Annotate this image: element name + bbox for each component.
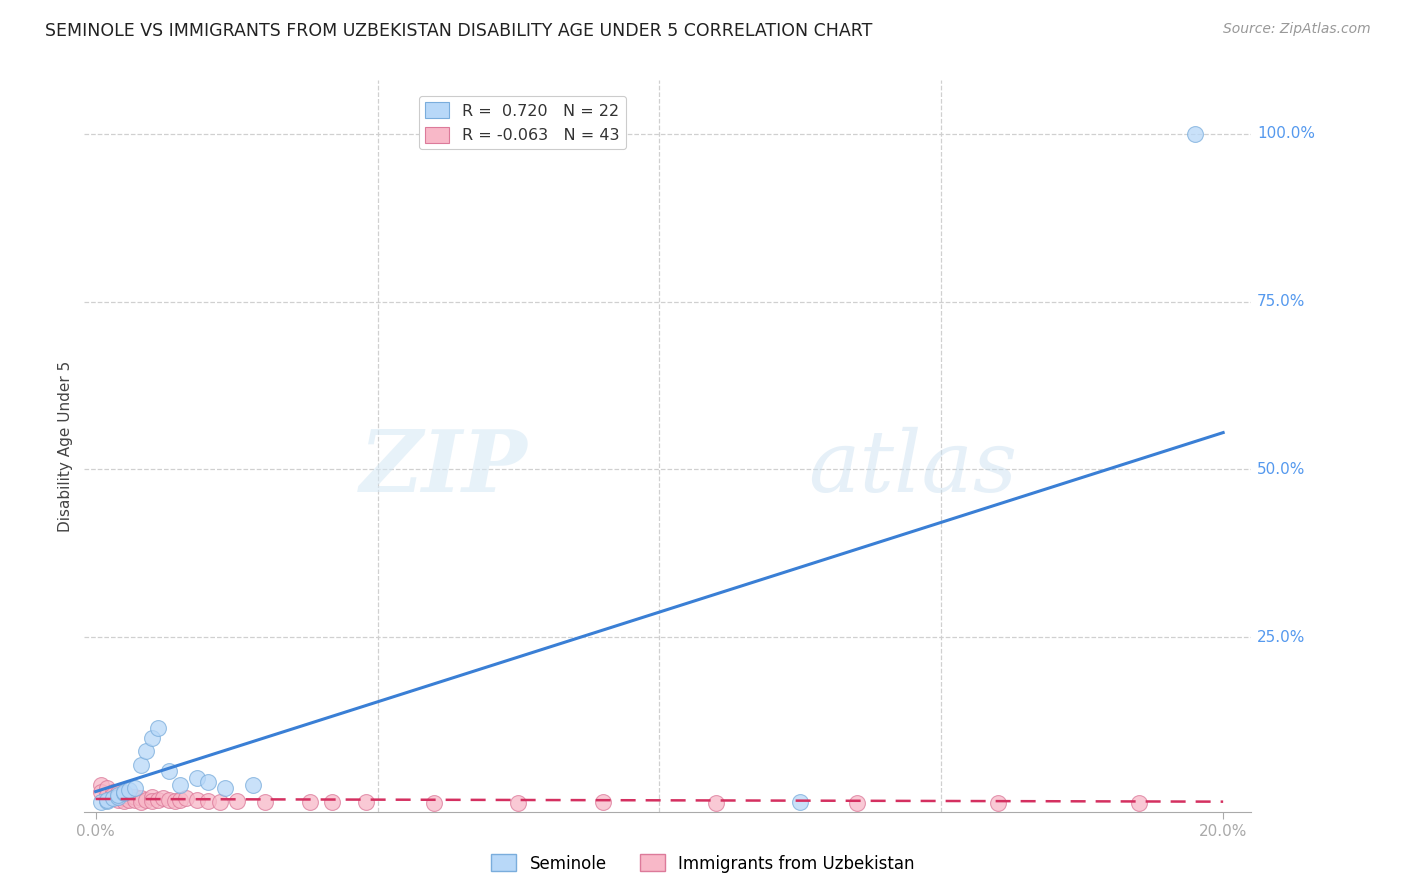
Legend: Seminole, Immigrants from Uzbekistan: Seminole, Immigrants from Uzbekistan xyxy=(485,847,921,880)
Point xyxy=(354,795,377,809)
Point xyxy=(157,793,180,807)
Text: 75.0%: 75.0% xyxy=(1257,294,1306,310)
Point xyxy=(298,795,321,809)
Point xyxy=(96,781,118,796)
Point xyxy=(101,784,124,798)
Point xyxy=(157,764,180,779)
Point xyxy=(169,778,191,792)
Point xyxy=(423,796,446,810)
Point xyxy=(101,788,124,802)
Point xyxy=(197,774,219,789)
Point xyxy=(186,771,208,785)
Y-axis label: Disability Age Under 5: Disability Age Under 5 xyxy=(58,360,73,532)
Point xyxy=(101,791,124,805)
Point xyxy=(129,795,152,809)
Point xyxy=(321,795,343,809)
Point xyxy=(118,783,141,797)
Point xyxy=(107,786,129,800)
Point xyxy=(163,794,186,808)
Point xyxy=(146,721,169,735)
Point xyxy=(135,744,157,758)
Text: ZIP: ZIP xyxy=(360,426,527,509)
Text: 50.0%: 50.0% xyxy=(1257,462,1306,477)
Point xyxy=(197,794,219,808)
Point xyxy=(987,796,1010,810)
Point xyxy=(101,791,124,805)
Text: Source: ZipAtlas.com: Source: ZipAtlas.com xyxy=(1223,22,1371,37)
Point xyxy=(253,795,276,809)
Legend: R =  0.720   N = 22, R = -0.063   N = 43: R = 0.720 N = 22, R = -0.063 N = 43 xyxy=(419,95,626,150)
Point xyxy=(592,795,614,809)
Text: atlas: atlas xyxy=(808,426,1017,509)
Point xyxy=(146,792,169,806)
Point xyxy=(186,793,208,807)
Point xyxy=(141,731,163,745)
Point xyxy=(118,789,141,803)
Point xyxy=(124,781,146,796)
Point xyxy=(1128,796,1150,810)
Point xyxy=(107,789,129,804)
Text: 100.0%: 100.0% xyxy=(1257,127,1315,142)
Point xyxy=(141,789,163,804)
Point xyxy=(107,789,129,804)
Point xyxy=(112,787,135,801)
Point xyxy=(112,786,135,800)
Text: SEMINOLE VS IMMIGRANTS FROM UZBEKISTAN DISABILITY AGE UNDER 5 CORRELATION CHART: SEMINOLE VS IMMIGRANTS FROM UZBEKISTAN D… xyxy=(45,22,872,40)
Point xyxy=(107,788,129,802)
Point xyxy=(129,791,152,805)
Point xyxy=(112,794,135,808)
Point xyxy=(141,794,163,808)
Text: 25.0%: 25.0% xyxy=(1257,630,1306,645)
Point xyxy=(90,778,112,792)
Point xyxy=(96,792,118,806)
Point xyxy=(704,796,727,810)
Point xyxy=(96,794,118,808)
Point xyxy=(152,791,174,805)
Point xyxy=(129,757,152,772)
Point xyxy=(208,795,231,809)
Point xyxy=(508,796,530,810)
Point xyxy=(135,792,157,806)
Point xyxy=(107,792,129,806)
Point xyxy=(112,784,135,798)
Point xyxy=(112,791,135,805)
Point xyxy=(789,795,811,809)
Point xyxy=(96,788,118,802)
Point xyxy=(225,794,247,808)
Point xyxy=(169,792,191,806)
Point xyxy=(124,793,146,807)
Point xyxy=(214,781,236,796)
Point xyxy=(174,791,197,805)
Point xyxy=(845,796,868,810)
Point xyxy=(90,795,112,809)
Point xyxy=(1184,127,1206,141)
Point xyxy=(118,792,141,806)
Point xyxy=(90,784,112,798)
Point xyxy=(124,789,146,804)
Point xyxy=(242,778,264,792)
